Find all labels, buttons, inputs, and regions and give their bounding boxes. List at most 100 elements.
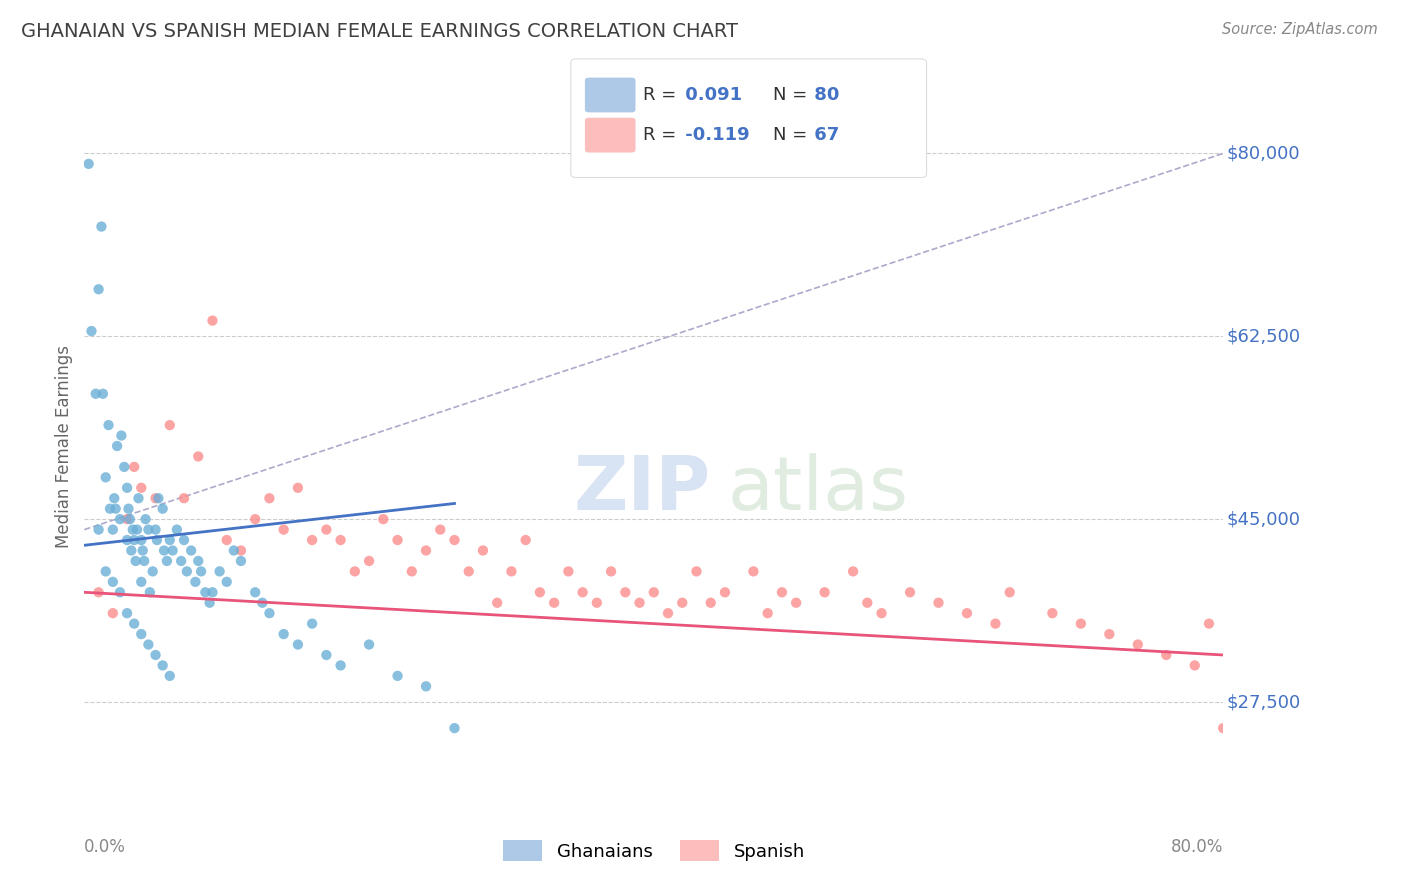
Point [131,574,153,589]
Point [87,282,110,296]
Point [359,638,381,652]
Point [252,596,274,610]
Point [1212,721,1234,735]
Point [1126,638,1149,652]
Point [229,543,252,558]
Point [586,596,609,610]
Point [180,543,202,558]
Point [1098,627,1121,641]
Point [614,585,637,599]
Text: -0.119: -0.119 [679,126,749,144]
Point [714,585,737,599]
Point [429,523,451,537]
Point [700,596,723,610]
Point [91,386,114,401]
Text: 80: 80 [808,86,839,103]
Point [770,585,793,599]
Point [898,585,921,599]
Point [387,533,409,547]
Text: $62,500: $62,500 [1226,327,1301,345]
Point [134,554,156,568]
Point [315,648,337,662]
Point [127,491,149,506]
Point [1156,648,1178,662]
Text: $80,000: $80,000 [1226,145,1301,162]
Point [87,585,110,599]
Point [122,459,145,474]
Point [842,565,865,579]
Point [870,606,893,620]
Point [145,491,167,506]
Point [657,606,679,620]
Point [84,386,107,401]
Point [159,669,181,683]
Point [600,565,623,579]
Point [120,543,142,558]
Point [112,459,135,474]
Point [287,481,309,495]
Point [671,596,693,610]
Point [145,523,167,537]
Point [187,450,209,464]
Point [153,543,176,558]
Point [145,648,167,662]
Point [756,606,779,620]
Point [287,638,309,652]
Point [159,418,181,433]
Point [486,596,509,610]
Text: R =: R = [643,86,676,103]
Point [148,491,170,506]
Point [359,554,381,568]
Point [529,585,551,599]
Point [415,543,437,558]
Point [80,324,103,338]
Text: atlas: atlas [728,453,908,526]
Point [443,721,465,735]
Point [173,491,195,506]
Point [571,585,593,599]
Point [115,606,138,620]
Point [245,512,267,526]
Point [1070,616,1092,631]
Text: 0.0%: 0.0% [84,838,127,855]
Point [501,565,523,579]
Point [90,219,112,234]
Text: Source: ZipAtlas.com: Source: ZipAtlas.com [1222,22,1378,37]
Point [142,565,165,579]
Point [135,512,157,526]
Point [229,554,252,568]
Point [146,533,169,547]
Point [215,574,238,589]
Point [443,533,465,547]
Point [138,638,160,652]
Point [162,543,184,558]
Point [201,313,224,327]
Point [131,533,153,547]
Point [1184,658,1206,673]
Point [105,439,128,453]
Point [259,491,281,506]
Point [215,533,238,547]
Point [1198,616,1220,631]
Point [543,596,565,610]
Point [132,543,155,558]
Point [208,565,231,579]
Text: 80.0%: 80.0% [1171,838,1223,855]
Point [373,512,395,526]
Point [115,512,138,526]
Point [401,565,423,579]
Point [124,554,146,568]
Text: ZIP: ZIP [574,453,711,526]
Point [122,533,145,547]
Point [101,574,124,589]
Point [184,574,207,589]
Point [956,606,979,620]
Point [117,501,139,516]
Text: R =: R = [643,126,676,144]
Text: N =: N = [773,126,807,144]
Point [122,616,145,631]
Point [190,565,212,579]
Point [643,585,665,599]
Point [110,428,132,442]
Point [415,679,437,693]
